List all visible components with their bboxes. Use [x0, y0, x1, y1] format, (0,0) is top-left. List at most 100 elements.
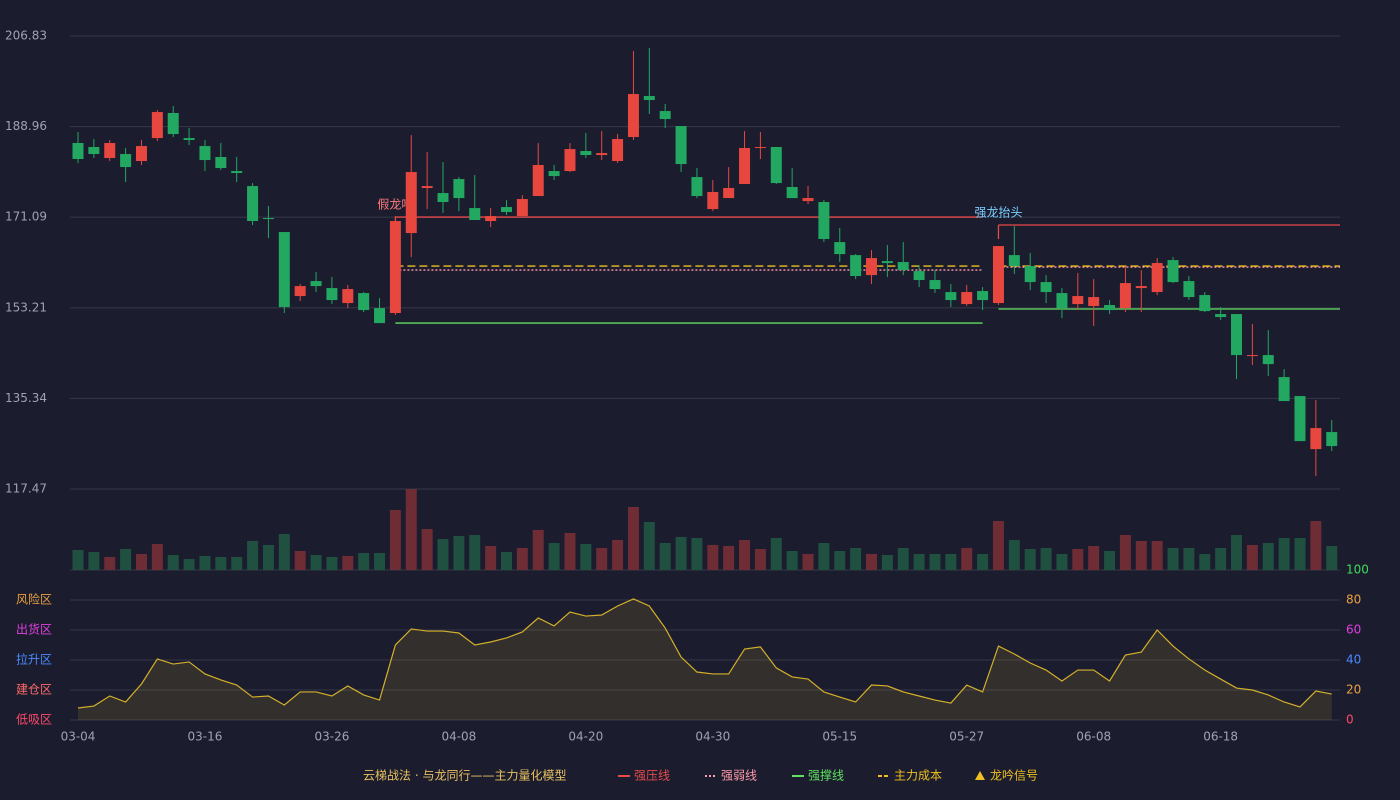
- candle-body: [897, 262, 909, 271]
- volume-bar: [215, 557, 227, 570]
- x-tick-label: 04-30: [695, 730, 730, 744]
- volume-bar: [786, 551, 798, 570]
- candle-body: [866, 258, 877, 276]
- volume-bar: [374, 553, 386, 570]
- candle-body: [262, 218, 274, 220]
- candle-body: [659, 111, 671, 120]
- candle-body: [358, 293, 370, 311]
- volume-bar: [183, 559, 195, 570]
- candle-body: [1215, 314, 1227, 318]
- volume-bar: [929, 554, 941, 570]
- candle-body: [278, 232, 290, 308]
- volume-bar: [834, 551, 846, 570]
- volume-bar: [231, 557, 243, 570]
- signal-label: 假龙吟: [377, 197, 413, 212]
- candle-body: [945, 292, 957, 301]
- y-tick-label: 135.34: [5, 391, 47, 405]
- volume-bar: [723, 546, 735, 570]
- volume-bar: [199, 556, 211, 570]
- candle-body: [596, 153, 608, 156]
- volume-bar: [580, 544, 592, 570]
- volume-bar: [437, 539, 449, 570]
- candle-body: [1199, 295, 1211, 312]
- legend-marker: [975, 771, 985, 780]
- volume-bar: [1167, 548, 1179, 570]
- volume-bar: [659, 543, 671, 570]
- candle-body: [770, 147, 782, 184]
- volume-bar: [262, 545, 274, 570]
- candle-body: [1167, 260, 1179, 283]
- volume-bar: [104, 557, 116, 570]
- candle-body: [580, 151, 592, 156]
- volume-bar: [739, 540, 751, 570]
- candle-body: [913, 271, 925, 281]
- candle-body: [1310, 428, 1322, 450]
- volume-bar: [612, 540, 624, 570]
- indicator-tick-label: 40: [1346, 653, 1361, 667]
- volume-bar: [1294, 538, 1306, 570]
- volume-bar: [627, 507, 639, 570]
- volume-bar: [421, 529, 433, 570]
- volume-bar: [135, 554, 147, 570]
- volume-bar: [643, 522, 655, 570]
- indicator-tick-label: 80: [1346, 593, 1361, 607]
- candle-body: [1056, 293, 1068, 309]
- candle-body: [707, 192, 719, 210]
- volume-bar: [881, 555, 893, 570]
- candle-body: [405, 172, 417, 234]
- volume-bar: [1246, 545, 1258, 570]
- volume-bar: [72, 550, 84, 570]
- candle-body: [1278, 377, 1290, 402]
- candle-body: [929, 280, 941, 290]
- volume-bar: [945, 554, 957, 570]
- candle-body: [1024, 266, 1036, 283]
- candle-body: [167, 113, 179, 135]
- candle-body: [1246, 355, 1258, 357]
- candle-body: [977, 291, 989, 301]
- candle-body: [199, 146, 211, 161]
- candle-body: [802, 198, 814, 202]
- candle-body: [135, 146, 147, 162]
- candle-body: [247, 186, 259, 222]
- candle-body: [104, 143, 116, 159]
- volume-bar: [1151, 541, 1163, 570]
- candle-body: [1008, 255, 1020, 267]
- volume-bar: [167, 555, 179, 570]
- volume-bar: [754, 549, 766, 570]
- legend-label: 强压线: [634, 769, 670, 783]
- candle-body: [723, 188, 735, 199]
- zone-label: 建仓区: [16, 683, 52, 697]
- candle-body: [1088, 297, 1100, 307]
- candle-body: [850, 255, 862, 277]
- candle-body: [834, 242, 846, 255]
- candle-body: [818, 202, 830, 240]
- x-tick-label: 06-08: [1076, 730, 1111, 744]
- volume-bar: [326, 557, 338, 570]
- candle-body: [437, 193, 449, 203]
- indicator-line: [77, 598, 1332, 709]
- zone-label: 风险区: [16, 592, 52, 607]
- volume-bar: [913, 554, 925, 570]
- candle-body: [627, 94, 639, 138]
- volume-bar: [961, 548, 973, 570]
- volume-bar: [1199, 554, 1211, 570]
- candle-body: [120, 154, 132, 168]
- candle-body: [1135, 286, 1147, 289]
- volume-bar: [675, 537, 687, 570]
- volume-bar: [500, 552, 512, 570]
- candle-body: [1231, 314, 1243, 356]
- candle-body: [643, 96, 655, 101]
- candle-body: [516, 199, 528, 217]
- x-tick-label: 05-27: [949, 730, 984, 744]
- volume-bar: [1231, 535, 1243, 570]
- candle-body: [1072, 296, 1084, 305]
- indicator-tick-label: 0: [1346, 713, 1354, 727]
- candle-body: [1119, 283, 1131, 309]
- volume-bar: [389, 510, 401, 570]
- candle-body: [215, 157, 227, 169]
- candle-body: [691, 177, 703, 197]
- volume-bar: [1024, 549, 1036, 570]
